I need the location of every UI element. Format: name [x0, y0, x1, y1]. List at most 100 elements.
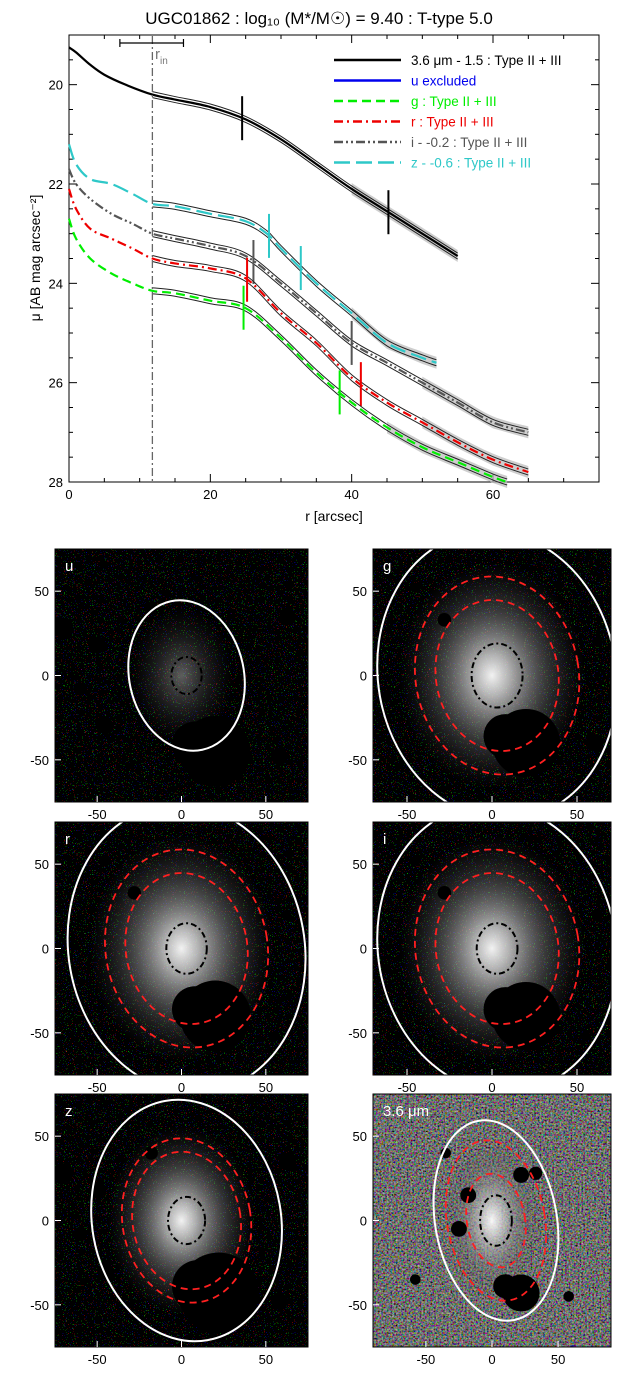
x-tick-label: 0	[65, 487, 72, 502]
legend-label: r : Type II + III	[411, 115, 494, 130]
y-tick-label: 50	[353, 584, 367, 599]
x-axis-label: r [arcsec]	[305, 508, 363, 524]
x-tick-label: 0	[488, 1352, 495, 1367]
star-mask	[410, 1274, 421, 1285]
outer-ellipse	[376, 549, 611, 802]
y-tick-label: 26	[49, 376, 63, 391]
x-tick-labels: 0 20 40 60	[65, 487, 500, 502]
y-tick-label: -50	[30, 1298, 49, 1313]
legend: 3.6 μm - 1.5 : Type II + III u excluded g …	[334, 53, 561, 171]
star-mask	[144, 601, 158, 615]
inner-ellipse	[475, 922, 519, 975]
star-mask	[483, 714, 528, 759]
star-mask	[73, 682, 88, 696]
star-mask	[563, 1291, 574, 1302]
y-tick-label: 22	[49, 177, 63, 192]
star-mask	[73, 1227, 88, 1241]
series	[68, 46, 459, 263]
star-mask	[97, 717, 115, 735]
star-mask	[437, 613, 452, 627]
y-tick-label: -50	[348, 1298, 367, 1313]
star-mask	[451, 1221, 467, 1237]
galaxy-light	[129, 607, 234, 744]
y-tick-label: 0	[360, 1214, 367, 1229]
x-tick-label: 0	[178, 807, 185, 822]
x-tick-label: 0	[178, 1080, 185, 1095]
star-mask	[493, 1274, 518, 1299]
model-fit-lower	[152, 236, 529, 436]
star-mask	[592, 909, 603, 920]
model-fit-upper	[152, 91, 458, 254]
star-mask	[100, 855, 111, 866]
x-tick-label: 60	[486, 487, 500, 502]
star-mask	[440, 1147, 452, 1159]
x-tick-label: 20	[203, 487, 217, 502]
x-tick-label: 50	[259, 1080, 273, 1095]
series-line	[68, 46, 459, 257]
image-panel: r -50 0 50 50 0 -50	[30, 821, 309, 1095]
outer-ellipse	[376, 822, 611, 1075]
model-fit-upper	[152, 230, 529, 430]
star-mask	[172, 1259, 225, 1313]
star-mask	[171, 986, 219, 1033]
star-mask	[88, 636, 106, 654]
x-tick-label: 50	[259, 1352, 273, 1367]
star-mask	[270, 1293, 288, 1310]
y-tick-label: 20	[49, 78, 63, 93]
star-mask	[410, 855, 421, 866]
series	[67, 168, 529, 439]
y-tick-label: 50	[353, 857, 367, 872]
series	[67, 188, 529, 479]
y-tick-label: 50	[35, 584, 49, 599]
star-mask	[410, 582, 421, 593]
star-mask	[127, 886, 142, 900]
y-tick-label: 50	[35, 1129, 49, 1144]
x-tick-label: 0	[488, 1080, 495, 1095]
y-tick-label: 50	[35, 857, 49, 872]
inner-ellipse	[165, 922, 208, 975]
model-fit-upper	[152, 255, 529, 470]
star-mask	[580, 1031, 591, 1042]
image-panel: i -50 0 50 50 0 -50	[348, 821, 612, 1095]
y-tick-labels: 20 22 24 26 28	[49, 78, 63, 490]
legend-label: 3.6 μm - 1.5 : Type II + III	[411, 53, 561, 68]
model-fit-lower	[152, 261, 529, 476]
image-panel: z -50 0 50 50 0 -50	[30, 1093, 309, 1367]
series	[67, 143, 437, 369]
inner-ellipse	[470, 642, 524, 709]
x-tick-label: -50	[416, 1352, 435, 1367]
x-tick-label: 0	[488, 807, 495, 822]
x-tick-label: 50	[570, 807, 584, 822]
star-mask	[55, 1163, 74, 1184]
x-tick-label: 0	[178, 1352, 185, 1367]
y-tick-label: 50	[353, 1129, 367, 1144]
break-ellipse	[444, 1139, 548, 1302]
y-tick-label: 0	[360, 942, 367, 957]
x-tick-label: 50	[259, 807, 273, 822]
panel-label: 3.6 μm	[383, 1103, 429, 1120]
break-ellipse	[120, 1137, 253, 1304]
panel-label: r	[65, 831, 70, 848]
star-mask	[381, 690, 392, 701]
star-mask	[592, 636, 603, 647]
break-ellipse	[124, 872, 249, 1025]
star-mask	[171, 721, 219, 768]
inner-ellipse	[170, 655, 203, 696]
y-tick-label: 28	[49, 475, 63, 490]
series-line	[67, 218, 508, 484]
star-mask	[279, 608, 297, 625]
y-tick-label: 0	[42, 669, 49, 684]
series-line	[67, 143, 437, 364]
star-mask	[55, 618, 74, 639]
legend-label: u excluded	[411, 74, 476, 89]
break-ellipse	[414, 575, 581, 776]
panel-label: g	[383, 558, 391, 575]
outer-ellipse	[432, 1119, 560, 1322]
y-tick-label: 24	[49, 276, 63, 291]
legend-label: g : Type II + III	[411, 94, 497, 109]
break-ellipse	[131, 1150, 242, 1291]
outer-ellipse	[90, 1098, 283, 1343]
uncertainty-band	[422, 416, 529, 479]
axis-ticks	[68, 34, 600, 483]
